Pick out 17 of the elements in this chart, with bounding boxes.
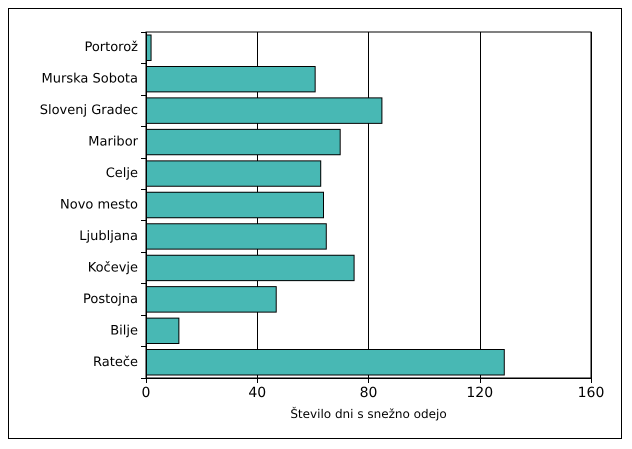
- y-tick-label: Novo mesto: [60, 198, 138, 212]
- x-axis-title: Število dni s snežno odejo: [290, 406, 447, 421]
- y-tick-label: Portorož: [84, 40, 138, 56]
- y-tick-label: Murska Sobota: [42, 72, 138, 87]
- x-tick-label: 0: [142, 385, 150, 401]
- y-tick-label: Maribor: [88, 134, 139, 150]
- y-tick-label: Celje: [106, 166, 138, 182]
- y-tick-label: Slovenj Gradec: [40, 103, 138, 118]
- x-tick-label: 120: [466, 385, 494, 401]
- y-tick-label: Kočevje: [88, 260, 138, 276]
- y-tick-label: Bilje: [110, 323, 138, 338]
- y-tick-label: Postojna: [83, 292, 138, 307]
- x-tick-label: 40: [248, 385, 266, 401]
- x-tick-label: 80: [360, 385, 378, 401]
- y-tick-label: Ljubljana: [79, 228, 138, 244]
- y-tick-label: Rateče: [93, 354, 138, 370]
- x-tick-label: 160: [578, 385, 604, 401]
